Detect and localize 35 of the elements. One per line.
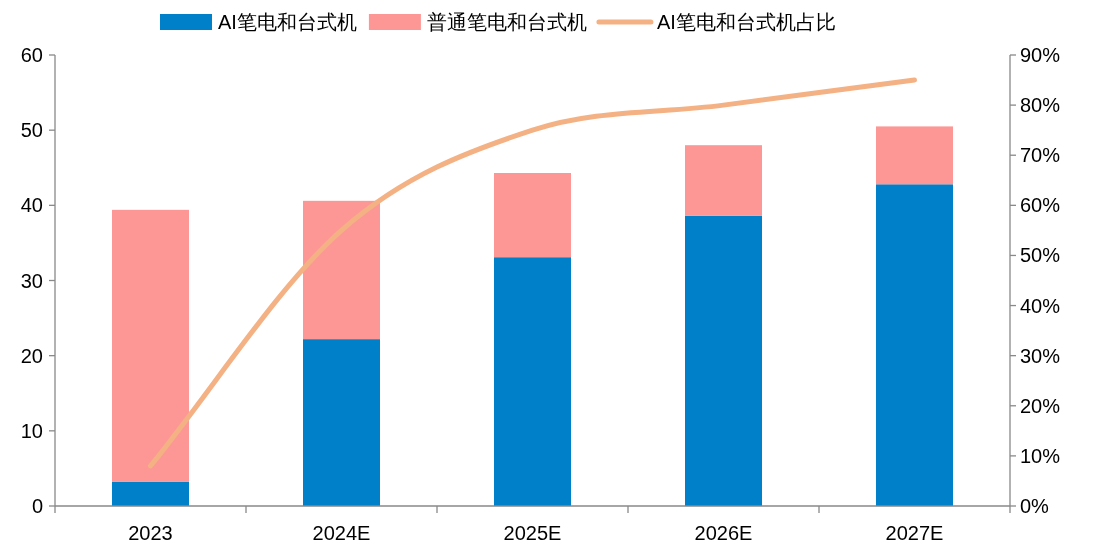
bar: [494, 173, 571, 258]
y2-tick-label: 50%: [1020, 244, 1061, 267]
y-tick-label: 10: [20, 419, 43, 442]
x-tick-label: 2023: [128, 522, 173, 544]
x-tick-label: 2027E: [885, 522, 944, 544]
y2-tick-label: 60%: [1020, 194, 1061, 217]
bar: [112, 481, 189, 506]
y2-tick-label: 20%: [1020, 394, 1061, 417]
x-tick-label: 2024E: [312, 522, 371, 544]
y2-tick-label: 80%: [1020, 94, 1061, 117]
y2-tick-label: 30%: [1020, 344, 1061, 367]
x-tick-label: 2026E: [694, 522, 753, 544]
y2-tick-label: 40%: [1020, 294, 1061, 317]
legend-label: AI笔电和台式机占比: [656, 11, 836, 33]
y-tick-label: 50: [20, 119, 43, 142]
y2-tick-label: 10%: [1020, 444, 1061, 467]
bar: [685, 215, 762, 506]
y-tick-label: 30: [20, 269, 43, 292]
bar: [494, 257, 571, 506]
bar: [876, 184, 953, 506]
y-tick-label: 40: [20, 194, 43, 217]
y2-tick-label: 90%: [1020, 44, 1061, 66]
bar: [112, 209, 189, 482]
legend-label: 普通笔电和台式机: [426, 11, 587, 33]
x-tick-label: 2025E: [503, 522, 562, 544]
bar: [876, 126, 953, 185]
y-tick-label: 60: [20, 44, 43, 66]
legend-label: AI笔电和台式机: [218, 11, 357, 33]
y-tick-label: 20: [20, 344, 43, 367]
y2-tick-label: 70%: [1020, 144, 1061, 167]
bar: [303, 339, 380, 506]
bar: [685, 145, 762, 216]
y2-tick-label: 0%: [1020, 495, 1050, 517]
bar: [303, 200, 380, 340]
y-tick-label: 0: [31, 495, 43, 517]
